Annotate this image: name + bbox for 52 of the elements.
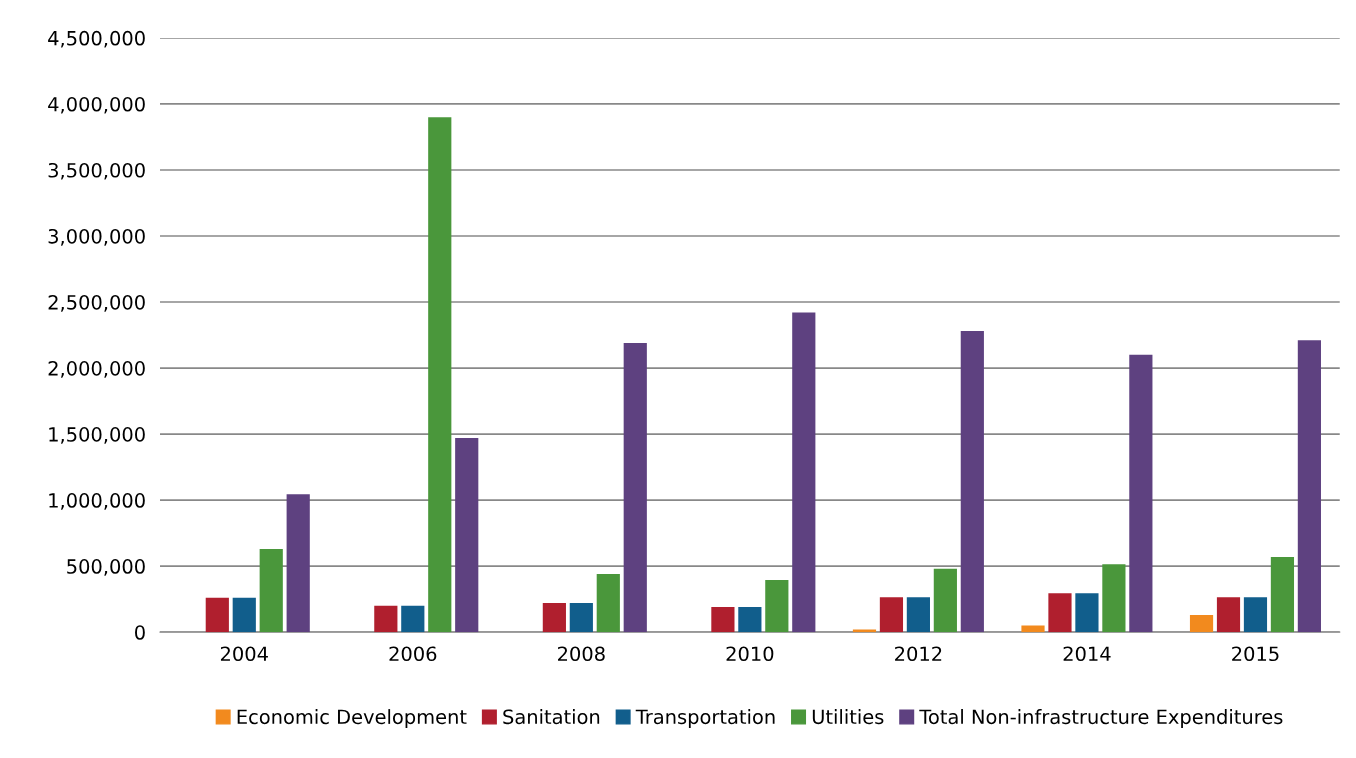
bar — [542, 603, 566, 633]
x-tick-label: 2004 — [220, 646, 268, 662]
bar — [374, 605, 398, 633]
y-tick-label: 4,500,000 — [48, 30, 145, 48]
bar — [1189, 615, 1214, 633]
bar — [401, 605, 425, 633]
bar — [1129, 354, 1153, 633]
legend-label: Total Non-infrastructure Expenditures — [919, 709, 1283, 728]
x-tick-label: 2015 — [1232, 646, 1279, 662]
x-tick-label: 2014 — [1063, 646, 1111, 662]
y-tick-label: 0 — [135, 625, 145, 640]
bar — [1243, 597, 1268, 633]
bar — [792, 312, 816, 633]
bar — [232, 597, 256, 633]
legend-label: Utilities — [812, 709, 884, 725]
bar — [623, 342, 647, 633]
x-tick-label: 2006 — [389, 646, 437, 662]
y-tick-label: 1,500,000 — [49, 427, 145, 444]
bar — [1216, 597, 1241, 633]
bar — [428, 117, 452, 633]
bar — [765, 580, 789, 633]
bar — [1270, 556, 1295, 633]
bar — [259, 548, 283, 633]
bar — [455, 438, 479, 633]
bar — [569, 603, 593, 633]
bar — [1297, 340, 1321, 633]
legend-label: Economic Development — [237, 709, 467, 728]
y-tick-label: 2,500,000 — [48, 294, 145, 312]
y-tick-label: 2,000,000 — [48, 361, 145, 378]
bar — [960, 331, 984, 633]
bar — [906, 597, 930, 633]
x-tick-label: 2010 — [726, 646, 774, 662]
bar — [711, 607, 735, 633]
bar — [1048, 593, 1072, 633]
y-tick-label: 1,000,000 — [49, 493, 145, 510]
x-tick-label: 2012 — [895, 646, 942, 662]
legend-label: Transportation — [635, 709, 775, 728]
y-tick-label: 500,000 — [67, 559, 145, 576]
bar — [879, 597, 904, 633]
bar — [1102, 564, 1126, 633]
bar — [286, 494, 310, 633]
bar — [1075, 593, 1099, 633]
bar — [933, 568, 957, 633]
legend-label: Sanitation — [503, 709, 600, 725]
y-tick-label: 3,500,000 — [48, 162, 145, 180]
bar — [205, 597, 229, 633]
bar — [596, 574, 620, 633]
bar — [738, 607, 762, 633]
bar — [1021, 625, 1045, 633]
y-tick-label: 4,000,000 — [48, 96, 145, 114]
y-tick-label: 3,000,000 — [48, 228, 145, 246]
x-tick-label: 2008 — [558, 646, 605, 662]
